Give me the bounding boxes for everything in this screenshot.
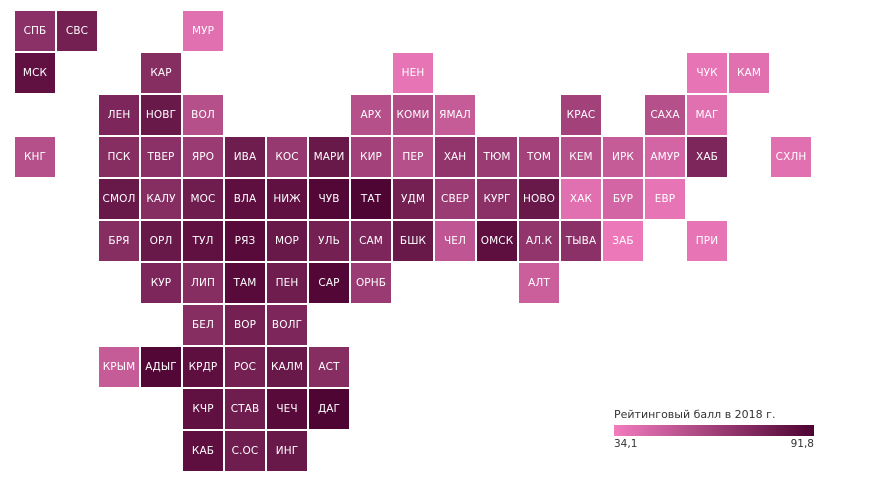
region-tile: МСК [15,53,55,93]
region-tile: ВОР [225,305,265,345]
region-tile: ЧЕЛ [435,221,475,261]
region-tile: АЛТ [519,263,559,303]
region-tile: ОРНБ [351,263,391,303]
region-tile: НОВО [519,179,559,219]
region-tile: КУРГ [477,179,517,219]
region-tile: САР [309,263,349,303]
region-tile: ИНГ [267,431,307,471]
region-tile: МОР [267,221,307,261]
region-tile: КИР [351,137,391,177]
region-tile: ВОЛГ [267,305,307,345]
legend-min-label: 34,1 [614,438,638,450]
region-tile: КОС [267,137,307,177]
region-tile: ПЕН [267,263,307,303]
region-tile: МУР [183,11,223,51]
region-tile: ИРК [603,137,643,177]
region-tile: ТУЛ [183,221,223,261]
region-tile: ХАН [435,137,475,177]
region-tile: ТАМ [225,263,265,303]
region-tile: КЕМ [561,137,601,177]
region-tile: СТАВ [225,389,265,429]
region-tile: ЯРО [183,137,223,177]
region-tile: ТЫВА [561,221,601,261]
region-tile: ВОЛ [183,95,223,135]
region-tile: КРДР [183,347,223,387]
region-tile: САХА [645,95,685,135]
region-tile: КАР [141,53,181,93]
region-tile: МОС [183,179,223,219]
region-tile: ЧУК [687,53,727,93]
region-tile: КЧР [183,389,223,429]
region-tile: САМ [351,221,391,261]
region-tile: СВЕР [435,179,475,219]
region-tile: КОМИ [393,95,433,135]
region-tile: УДМ [393,179,433,219]
region-tile: ЯМАЛ [435,95,475,135]
legend-gradient-bar [614,425,814,436]
region-tile: КРЫМ [99,347,139,387]
region-tile: ЗАБ [603,221,643,261]
region-tile: БЕЛ [183,305,223,345]
region-tile: С.ОС [225,431,265,471]
region-tile: ДАГ [309,389,349,429]
region-tile: ПЕР [393,137,433,177]
region-tile: ХАК [561,179,601,219]
region-tile: АРХ [351,95,391,135]
region-tile: ТЮМ [477,137,517,177]
region-tile: КУР [141,263,181,303]
region-tile: РОС [225,347,265,387]
region-tile: АДЫГ [141,347,181,387]
region-tile: КАБ [183,431,223,471]
region-tile: АЛ.К [519,221,559,261]
region-tile: ЛИП [183,263,223,303]
region-tile: МАРИ [309,137,349,177]
region-tile: БРЯ [99,221,139,261]
region-tile: ПСК [99,137,139,177]
region-tile: КАЛУ [141,179,181,219]
region-tile: БШК [393,221,433,261]
region-tile: РЯЗ [225,221,265,261]
region-tile: СХЛН [771,137,811,177]
region-tile: СПБ [15,11,55,51]
region-tile: ОМСК [477,221,517,261]
region-tile: МАГ [687,95,727,135]
region-tile: СВС [57,11,97,51]
region-tile: БУР [603,179,643,219]
color-legend: Рейтинговый балл в 2018 г. 34,1 91,8 [614,408,814,452]
region-tile: ЕВР [645,179,685,219]
region-tile: ЧУВ [309,179,349,219]
region-tile: ПРИ [687,221,727,261]
region-tile: КНГ [15,137,55,177]
region-tile: УЛЬ [309,221,349,261]
region-tile: ОРЛ [141,221,181,261]
region-tile: КРАС [561,95,601,135]
region-tile: ТОМ [519,137,559,177]
region-tile: ТВЕР [141,137,181,177]
region-tile: НИЖ [267,179,307,219]
region-tile: КАЛМ [267,347,307,387]
legend-max-label: 91,8 [790,438,814,450]
region-tile: НЕН [393,53,433,93]
region-tile: ТАТ [351,179,391,219]
region-tile: ЧЕЧ [267,389,307,429]
region-tile: АСТ [309,347,349,387]
region-tile: ВЛА [225,179,265,219]
legend-title: Рейтинговый балл в 2018 г. [614,408,776,421]
region-tile: КАМ [729,53,769,93]
region-tile: СМОЛ [99,179,139,219]
region-tile: АМУР [645,137,685,177]
legend-labels: 34,1 91,8 [614,438,814,452]
region-tile: ХАБ [687,137,727,177]
region-tile: ЛЕН [99,95,139,135]
region-tile: НОВГ [141,95,181,135]
region-tile: ИВА [225,137,265,177]
